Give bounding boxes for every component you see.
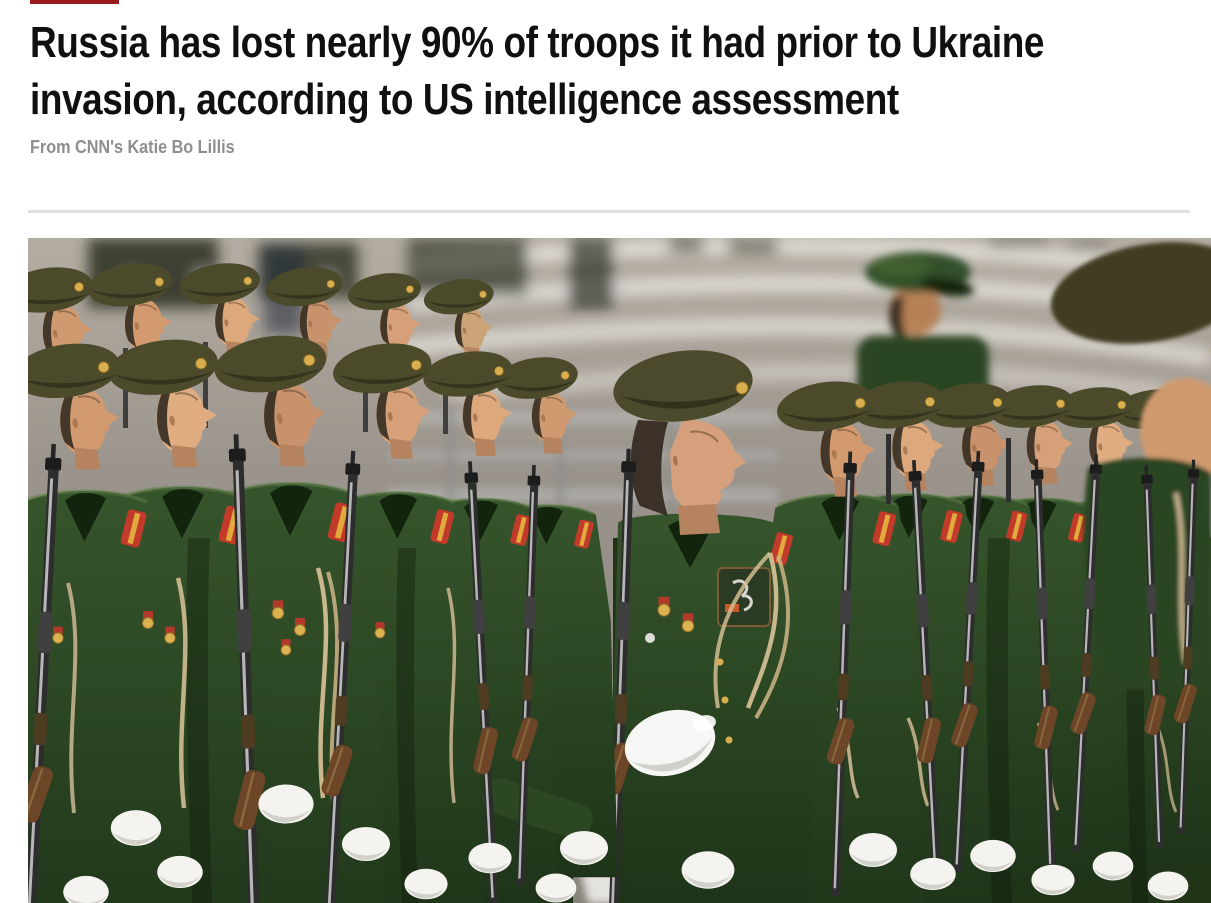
article-photo — [28, 238, 1211, 903]
parade-photo-illustration — [28, 238, 1211, 903]
right-soldier-group — [595, 350, 1211, 903]
lead-soldier — [595, 350, 818, 903]
article-headline: Russia has lost nearly 90% of troops it … — [30, 18, 1045, 124]
article-byline: From CNN's Katie Bo Lillis — [30, 137, 235, 157]
section-divider — [28, 210, 1190, 213]
left-soldier-group — [28, 257, 620, 903]
clipped-red-tag — [30, 0, 119, 4]
right-group-rifles — [820, 434, 1207, 897]
